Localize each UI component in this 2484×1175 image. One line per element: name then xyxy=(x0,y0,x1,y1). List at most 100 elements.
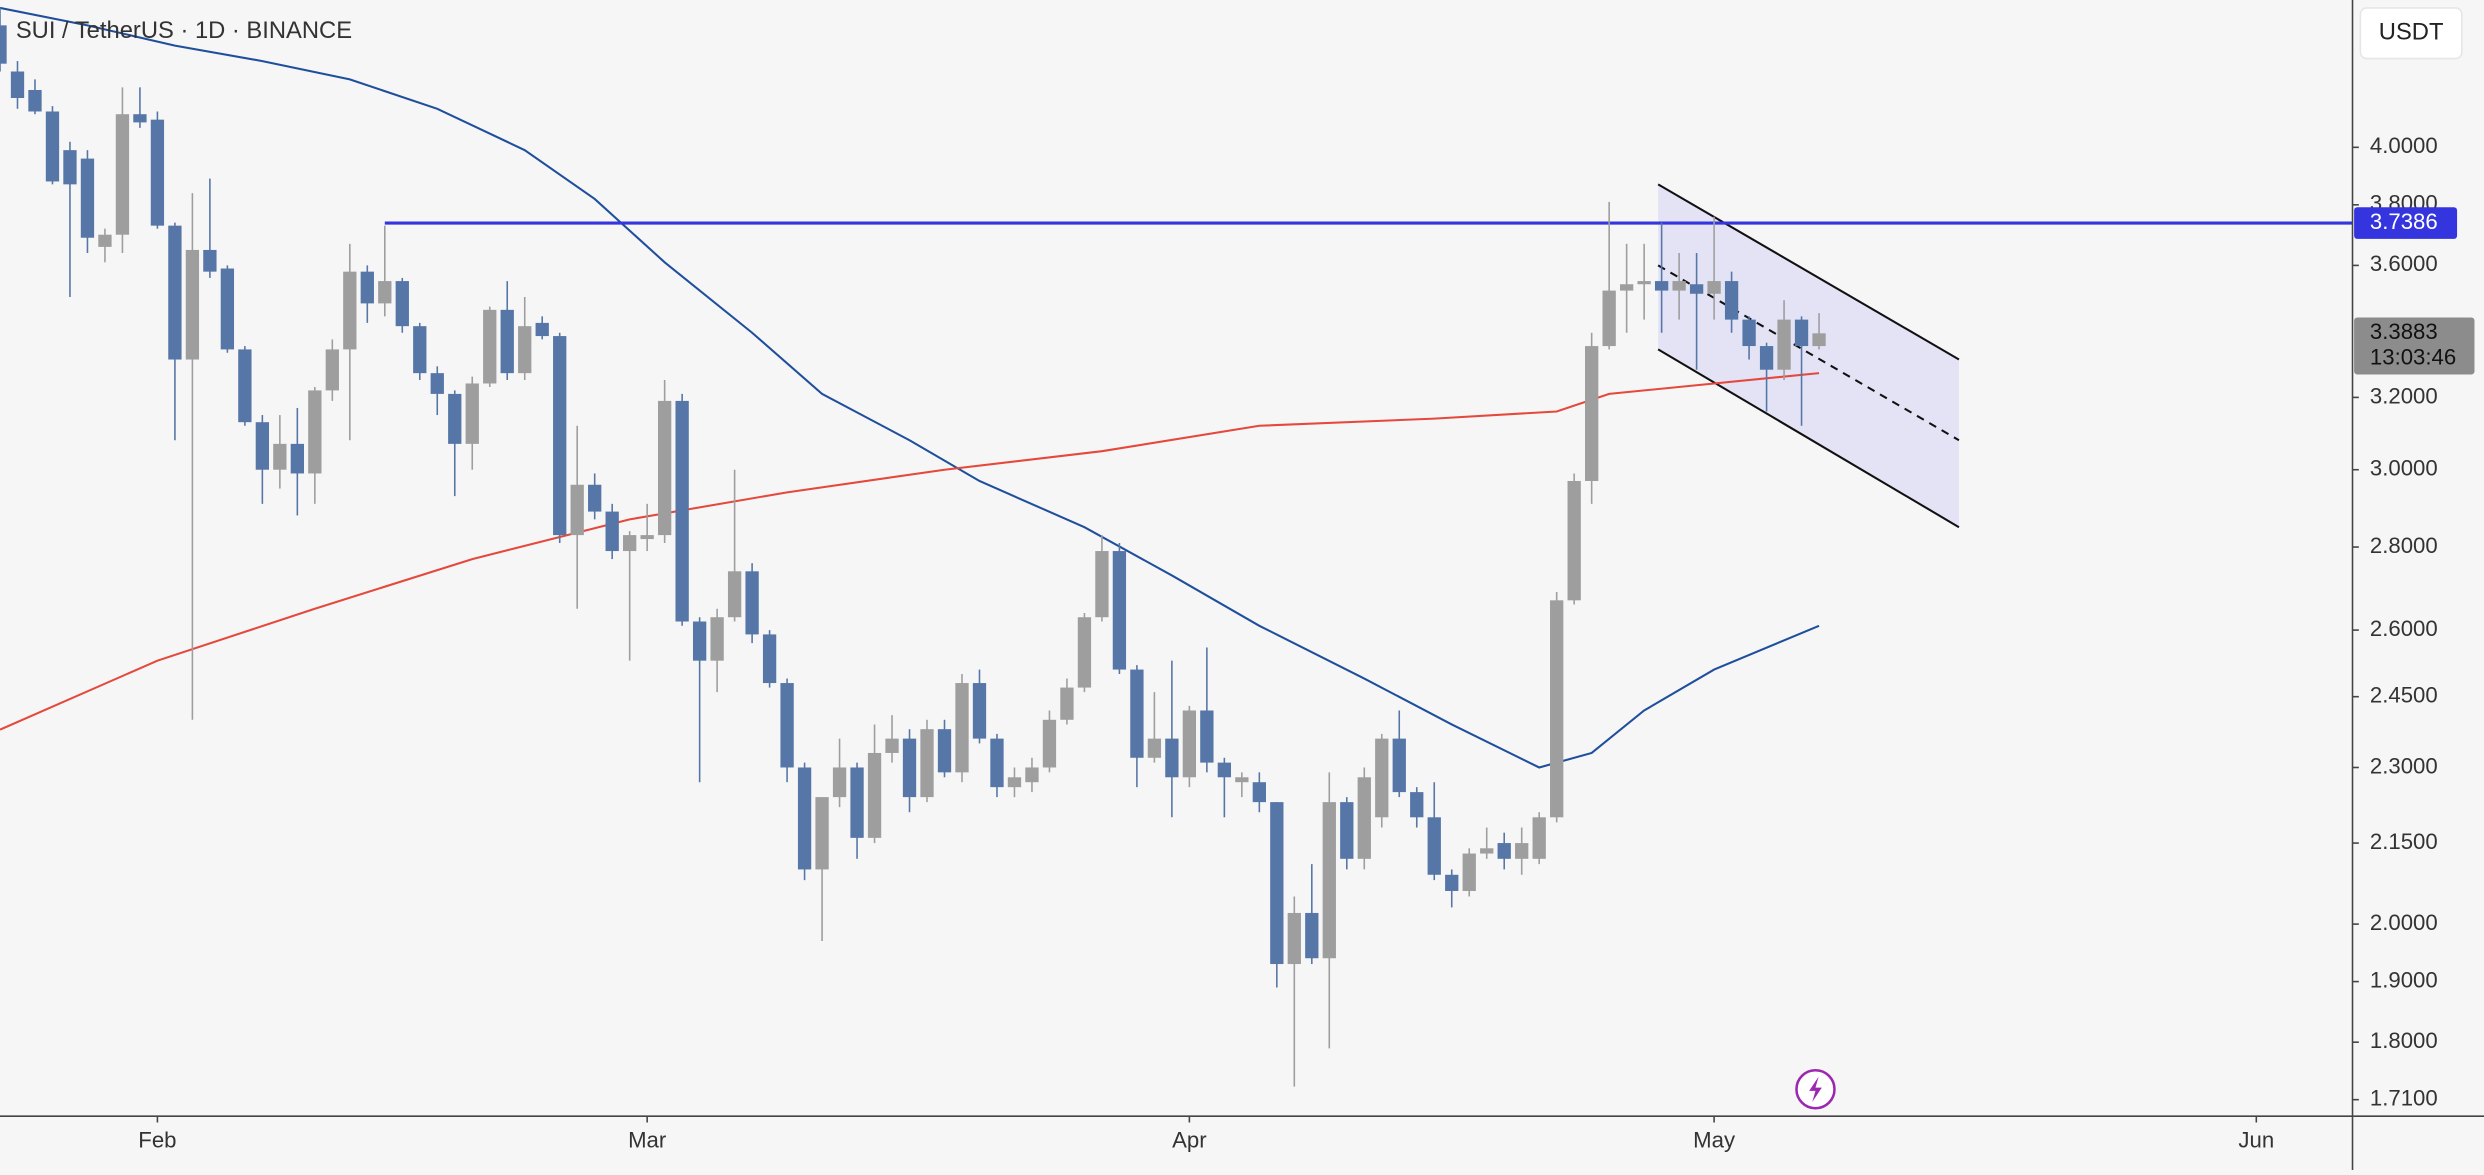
currency-button[interactable] xyxy=(2359,7,2463,60)
candle-body xyxy=(1759,346,1774,370)
candle-body xyxy=(98,234,112,247)
candle-body xyxy=(535,322,549,337)
candle-body xyxy=(692,621,707,661)
channel-middle-line xyxy=(1657,264,1960,442)
candle-body xyxy=(588,484,602,512)
level-price-tag xyxy=(2354,207,2458,239)
candle-body xyxy=(1794,319,1809,347)
candle-body xyxy=(972,683,987,739)
candle-body xyxy=(1497,843,1511,859)
candle-body xyxy=(465,383,479,444)
candle-body xyxy=(885,738,899,753)
y-tick-label: 2.3000 xyxy=(2370,753,2438,778)
candle-body xyxy=(1112,551,1127,670)
candle-body xyxy=(955,683,969,773)
candle-body xyxy=(1515,843,1529,859)
candle-body xyxy=(675,400,689,622)
candle-body xyxy=(990,738,1004,788)
y-tick-label: 1.9000 xyxy=(2370,967,2438,992)
candle-body xyxy=(710,617,724,661)
candle-body xyxy=(1689,284,1704,294)
y-tick-label: 3.6000 xyxy=(2370,251,2438,276)
candle-body xyxy=(1147,738,1162,758)
channel-fill xyxy=(1658,184,1959,528)
candle-body xyxy=(1672,281,1686,291)
candle-body xyxy=(115,114,130,235)
y-tick-label: 1.7100 xyxy=(2370,1086,2438,1111)
y-tick-label: 2.0000 xyxy=(2370,910,2438,935)
candle-body xyxy=(308,390,322,474)
candle-body xyxy=(1427,817,1441,875)
candle-body xyxy=(238,349,252,423)
candle-body xyxy=(360,271,374,304)
candle-body xyxy=(1812,333,1826,347)
candle-body xyxy=(937,729,952,773)
candle-body xyxy=(1532,817,1546,859)
candle-body xyxy=(1007,777,1022,788)
candle-body xyxy=(553,336,567,536)
candle-body xyxy=(1567,480,1581,601)
candle-body xyxy=(133,114,147,123)
candle-body xyxy=(378,281,392,304)
y-tick-label: 3.0000 xyxy=(2370,456,2438,481)
candle-body xyxy=(902,738,917,798)
candle-body xyxy=(850,767,864,838)
candle-body xyxy=(1077,617,1092,688)
candle-body xyxy=(518,326,532,374)
candle-body xyxy=(395,281,409,327)
axes: 4.00003.80003.60003.20003.00002.80002.60… xyxy=(138,133,2475,1152)
candle-body xyxy=(1742,319,1756,347)
x-tick-label: Feb xyxy=(138,1127,176,1152)
candle-body xyxy=(815,797,829,870)
candle-body xyxy=(797,767,812,870)
candle-body xyxy=(1252,782,1266,803)
candle-body xyxy=(343,271,357,350)
moving-average-line xyxy=(0,372,1820,731)
candle-body xyxy=(1287,912,1301,965)
candle-body xyxy=(10,71,25,99)
candle-body xyxy=(413,326,427,374)
candle-body xyxy=(1200,710,1214,763)
candle-body xyxy=(1095,551,1109,618)
candle-body xyxy=(657,400,672,536)
candle-body xyxy=(762,634,777,684)
x-tick-label: Mar xyxy=(628,1127,667,1152)
candle-body xyxy=(1270,802,1284,965)
candle-body xyxy=(1060,687,1074,720)
candle-body xyxy=(80,158,95,238)
candle-body xyxy=(1619,284,1634,291)
y-tick-label: 1.8000 xyxy=(2370,1028,2438,1053)
currency-button-label[interactable]: USDT xyxy=(2379,19,2444,46)
candle-body xyxy=(1480,848,1494,854)
channel-upper-line xyxy=(1657,183,1960,361)
candle-body xyxy=(1707,281,1721,294)
candle-body xyxy=(500,309,514,374)
candle-body xyxy=(1025,767,1039,783)
candle-body xyxy=(150,119,165,226)
candle-body xyxy=(185,249,200,360)
candle-body xyxy=(1340,802,1354,859)
y-tick-label: 2.4500 xyxy=(2370,683,2438,708)
candle-body xyxy=(920,729,934,798)
candle-body xyxy=(220,268,235,350)
candle-body xyxy=(832,767,847,798)
candle-body xyxy=(255,422,270,470)
candle-body xyxy=(1217,762,1232,778)
candle-body xyxy=(1410,792,1424,818)
symbol-title: SUI / TetherUS · 1D · BINANCE xyxy=(16,17,352,44)
y-tick-label: 2.8000 xyxy=(2370,533,2438,558)
candle-body xyxy=(1235,777,1249,783)
candle-body xyxy=(1375,738,1389,818)
candle-body xyxy=(570,484,584,536)
candle-body xyxy=(1550,600,1564,818)
current-price-tag xyxy=(2354,317,2475,375)
candle-body xyxy=(1585,346,1599,481)
y-tick-label: 2.1500 xyxy=(2370,829,2438,854)
candle-body xyxy=(63,150,77,185)
channel-lower-line xyxy=(1657,348,1960,529)
candle-body xyxy=(1165,738,1179,778)
candle-body xyxy=(1042,719,1057,768)
candle-body xyxy=(290,443,304,474)
candle-body xyxy=(1654,281,1669,291)
alert-icon-bolt xyxy=(1809,1076,1822,1102)
